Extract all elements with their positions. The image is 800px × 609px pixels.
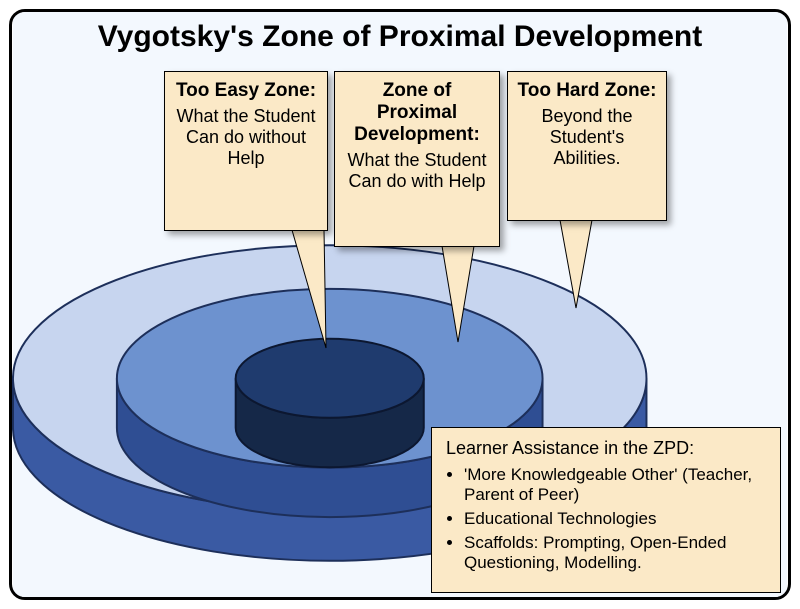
callout-desc: What the Student Can do with Help	[343, 150, 491, 192]
callout-title: Too Hard Zone:	[516, 80, 658, 102]
infobox-item: 'More Knowledgeable Other' (Teacher, Par…	[464, 465, 768, 505]
infobox-list: 'More Knowledgeable Other' (Teacher, Par…	[446, 465, 768, 573]
callout-desc: What the Student Can do without Help	[173, 106, 319, 169]
learner-assistance-box: Learner Assistance in the ZPD: 'More Kno…	[431, 427, 781, 593]
infobox-title: Learner Assistance in the ZPD:	[446, 438, 768, 459]
infobox-item: Scaffolds: Prompting, Open-Ended Questio…	[464, 533, 768, 573]
callout-too-easy: Too Easy Zone: What the Student Can do w…	[164, 71, 328, 231]
callout-desc: Beyond the Student's Abilities.	[516, 106, 658, 169]
infobox-item: Educational Technologies	[464, 509, 768, 529]
callout-too-hard: Too Hard Zone: Beyond the Student's Abil…	[507, 71, 667, 221]
callout-title: Too Easy Zone:	[173, 80, 319, 102]
diagram-frame: Vygotsky's Zone of Proximal Development …	[9, 9, 791, 600]
diagram-title: Vygotsky's Zone of Proximal Development	[12, 20, 788, 54]
callout-zpd: Zone of Proximal Development: What the S…	[334, 71, 500, 247]
callout-title: Zone of Proximal Development:	[343, 80, 491, 146]
